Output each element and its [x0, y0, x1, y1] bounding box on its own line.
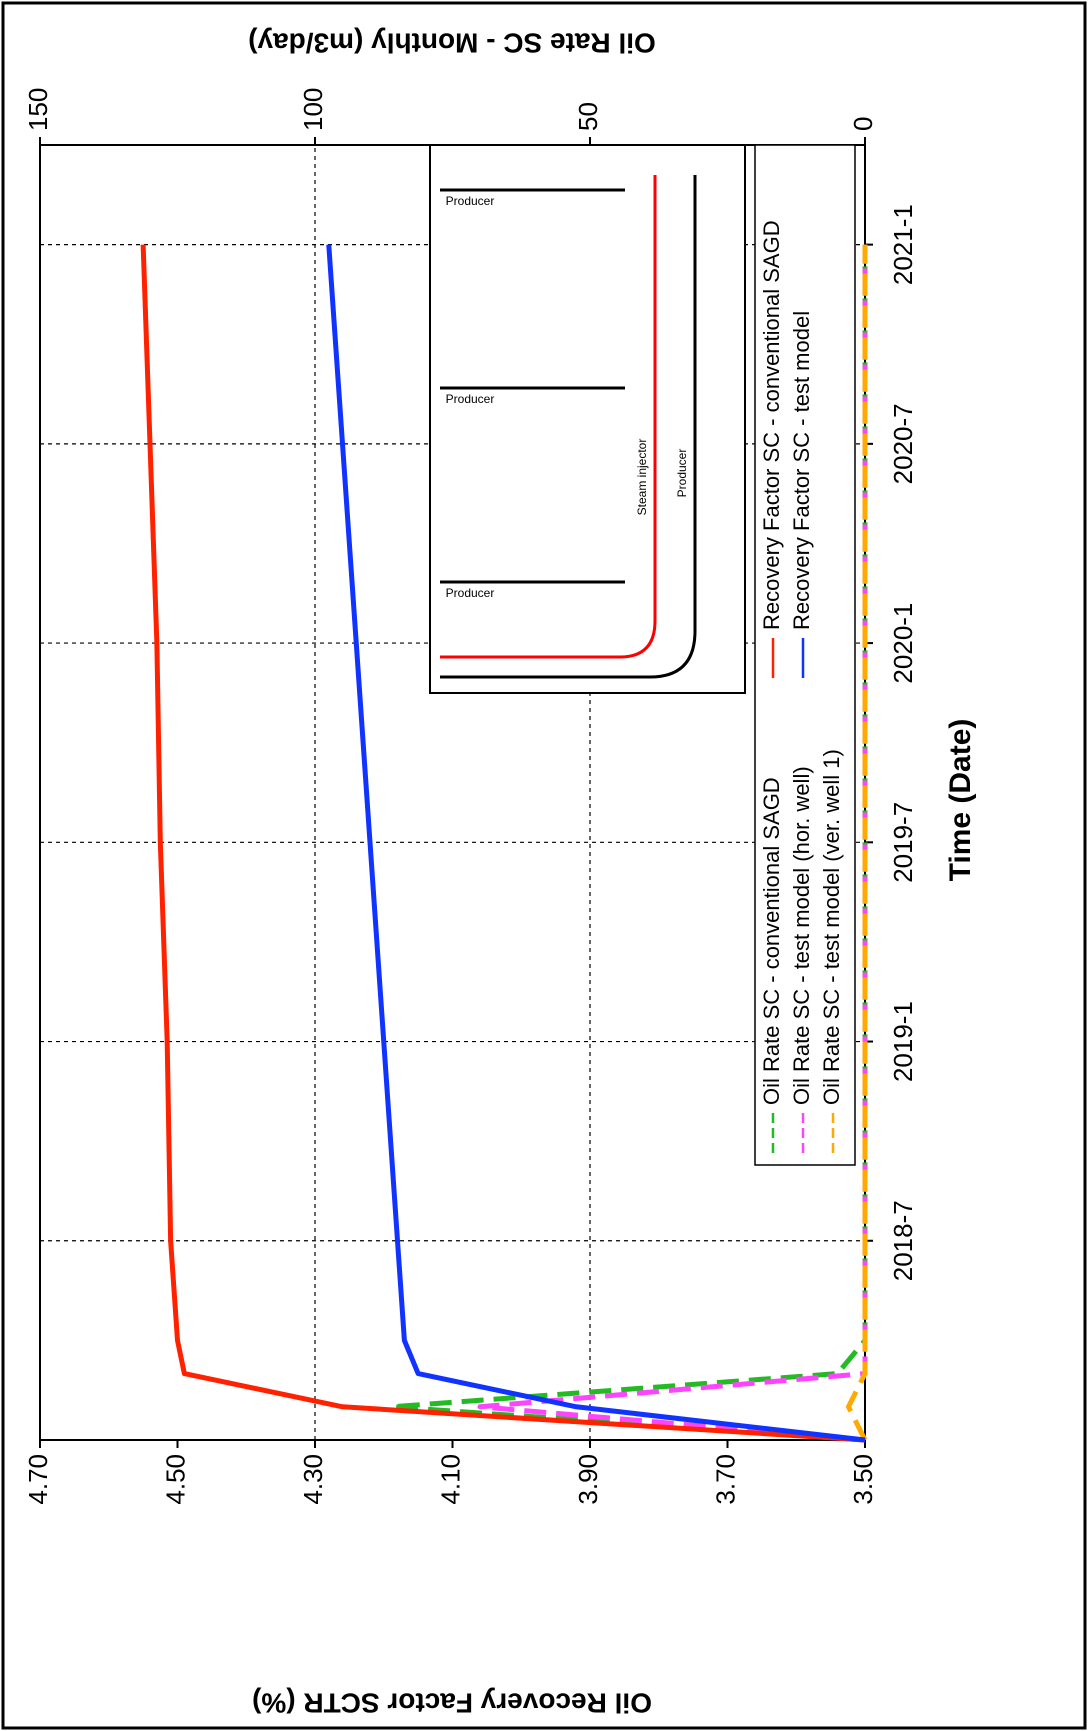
series-line	[846, 244, 868, 1442]
inset-label: Producer	[675, 449, 689, 498]
x-axis-title: Time (Date)	[944, 719, 977, 882]
y-tick-label: 3.90	[573, 1454, 603, 1505]
y-tick-label: 4.50	[160, 1454, 190, 1505]
legend-label: Oil Rate SC - test model (hor. well)	[789, 766, 814, 1105]
x-tick-label: 2020-1	[888, 603, 918, 684]
y-axis-title: Oil Recovery Factor SCTR (%)	[252, 1688, 652, 1719]
inset-label: Producer	[446, 194, 495, 208]
x-tick-label: 2019-7	[888, 802, 918, 883]
y2-tick-label: 150	[23, 88, 53, 131]
legend-label: Oil Rate SC - conventional SAGD	[759, 777, 784, 1105]
x-tick-label: 2018-7	[888, 1200, 918, 1281]
rotated-chart: Time (Date) Oil Recovery Factor SCTR (%)…	[23, 28, 977, 1719]
legend-label: Oil Rate SC - test model (ver. well 1)	[819, 749, 844, 1105]
series-line	[140, 244, 866, 1443]
y-tick-label: 4.70	[23, 1454, 53, 1505]
y-tick-label: 4.10	[435, 1454, 465, 1505]
producer-horizontal-well	[440, 175, 697, 679]
inset-label: Steam injector	[635, 439, 649, 516]
x-tick-label: 2019-1	[888, 1001, 918, 1082]
x-tick-label: 2020-7	[888, 403, 918, 484]
legend-frame	[754, 144, 856, 1166]
y2-axis-title: Oil Rate SC - Monthly (m3/day)	[248, 28, 656, 59]
inset-label: Producer	[446, 392, 495, 406]
inset-frame	[429, 144, 746, 694]
legend-label: Recovery Factor SC - test model	[789, 311, 814, 630]
y-tick-label: 4.30	[298, 1454, 328, 1505]
y-tick-label: 3.70	[710, 1454, 740, 1505]
inset: Producer Producer Producer Steam injecto…	[429, 144, 746, 694]
legend: Oil Rate SC - conventional SAGD Oil Rate …	[754, 144, 856, 1166]
legend-label: Recovery Factor SC - conventional SAGD	[759, 220, 784, 630]
x-tick-label: 2021-1	[888, 204, 918, 285]
y2-tick-label: 50	[573, 102, 603, 131]
y2-tick-label: 0	[848, 117, 878, 131]
series-line	[326, 244, 866, 1443]
inset-label: Producer	[446, 586, 495, 600]
y2-tick-label: 100	[298, 88, 328, 131]
y-tick-label: 3.50	[848, 1454, 878, 1505]
injector-well	[440, 175, 657, 659]
